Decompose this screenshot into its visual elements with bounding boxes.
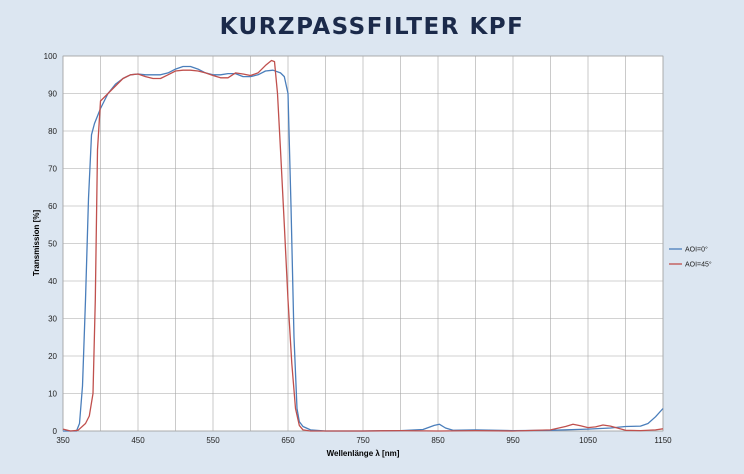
legend-label: AOI=45° [685, 261, 712, 269]
y-tick-label: 40 [48, 277, 57, 286]
legend-label: AOI=0° [685, 246, 708, 254]
x-tick-label: 1150 [654, 436, 672, 445]
x-tick-label: 850 [431, 436, 445, 445]
x-tick-label: 750 [356, 436, 370, 445]
y-tick-label: 20 [48, 352, 57, 361]
x-axis-label: Wellenlänge λ [nm] [327, 449, 400, 458]
y-tick-label: 70 [48, 165, 57, 174]
y-tick-label: 80 [48, 127, 57, 136]
chart-title: KURZPASSFILTER KPF [219, 14, 525, 40]
grid-lines [62, 55, 664, 432]
y-tick-label: 0 [53, 427, 58, 436]
y-tick-label: 100 [44, 52, 58, 61]
y-axis-label: Transmission [%] [32, 210, 41, 277]
y-tick-label: 60 [48, 202, 57, 211]
x-tick-label: 950 [506, 436, 520, 445]
legend: AOI=0° AOI=45° [669, 246, 712, 269]
series-lines [62, 59, 664, 432]
y-tick-label: 30 [48, 315, 57, 324]
x-tick-label: 350 [56, 436, 70, 445]
x-tick-label: 450 [131, 436, 145, 445]
series-line-aoi-45 [62, 59, 664, 432]
x-tick-label: 550 [206, 436, 220, 445]
x-tick-label: 1050 [579, 436, 597, 445]
y-tick-label: 90 [48, 90, 57, 99]
y-tick-label: 10 [48, 390, 57, 399]
y-tick-label: 50 [48, 240, 57, 249]
tick-labels: 0 10 20 30 40 50 60 70 80 90 100 350 450 550 650 750 850… [44, 52, 673, 445]
x-tick-label: 650 [281, 436, 295, 445]
